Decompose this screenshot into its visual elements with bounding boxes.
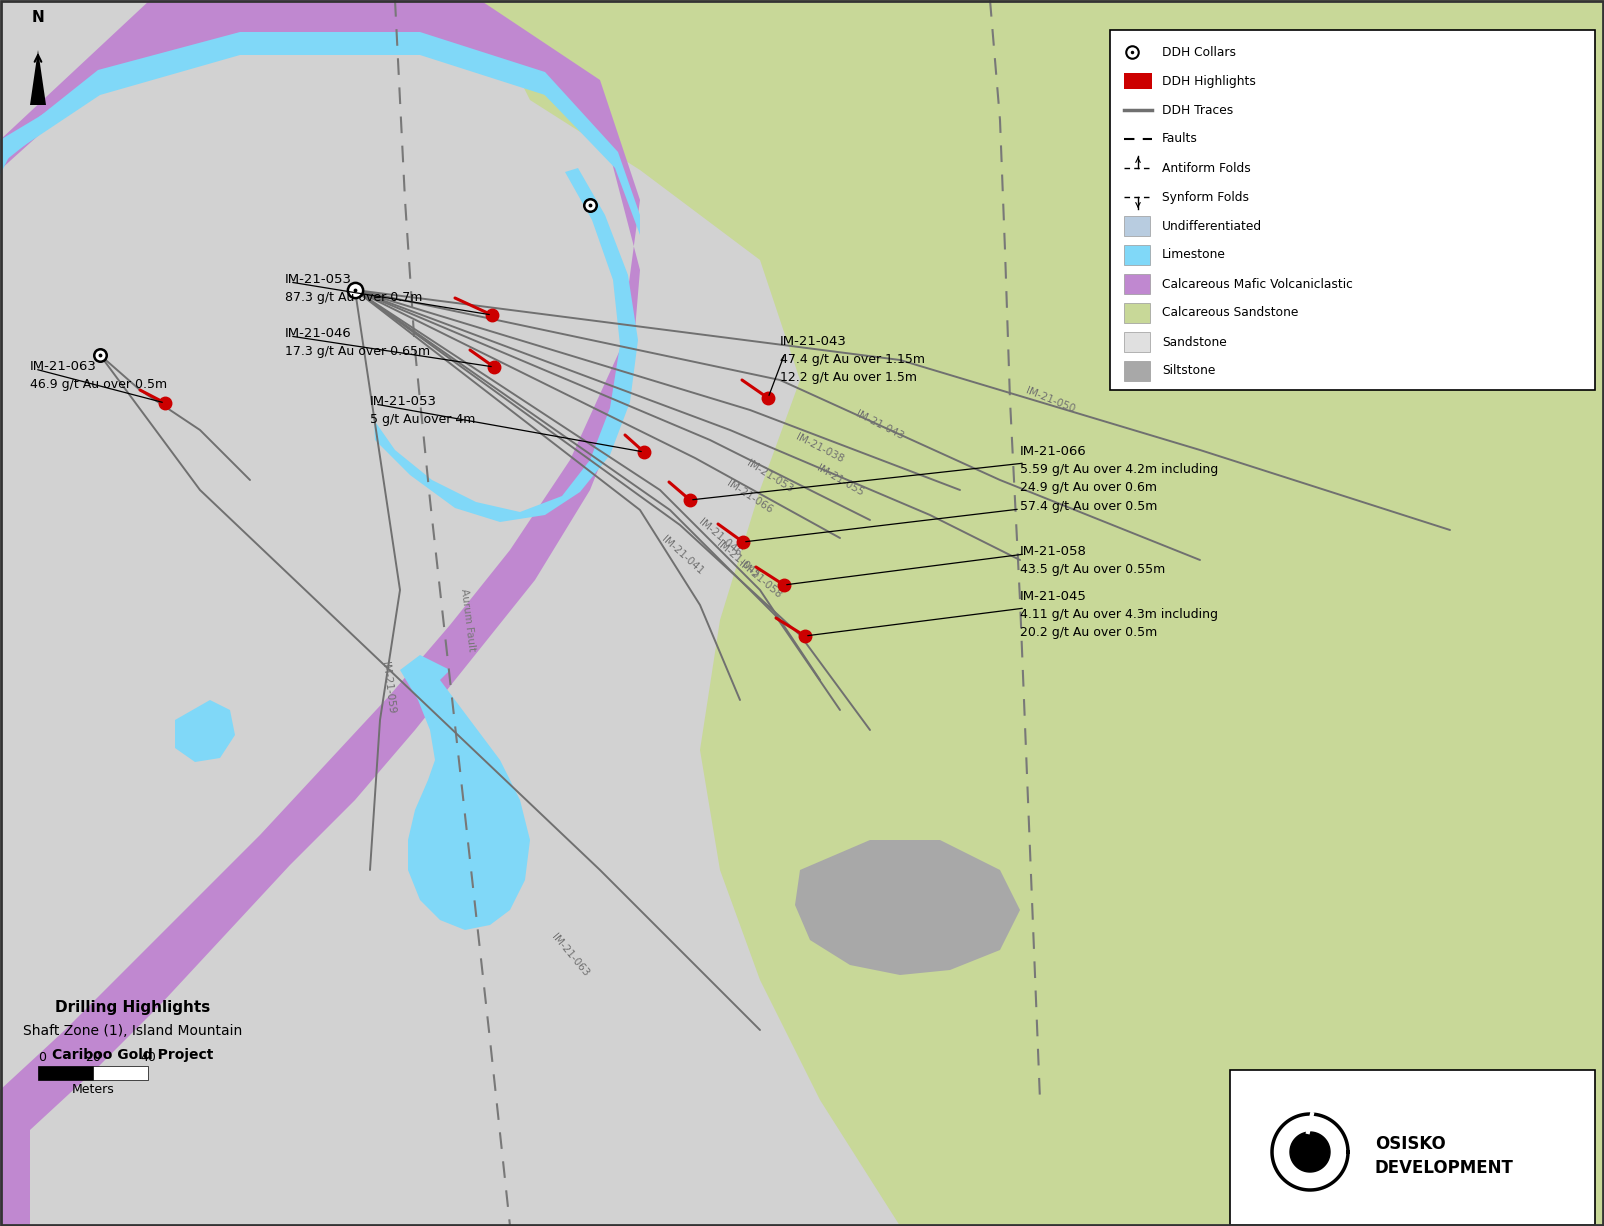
FancyBboxPatch shape — [93, 1065, 148, 1080]
FancyBboxPatch shape — [1110, 29, 1594, 390]
Text: 17.3 g/t Au over 0.65m: 17.3 g/t Au over 0.65m — [286, 345, 430, 358]
Polygon shape — [0, 0, 640, 1226]
Text: IM-21-055: IM-21-055 — [815, 462, 865, 498]
Text: Calcareous Mafic Volcaniclastic: Calcareous Mafic Volcaniclastic — [1161, 277, 1352, 291]
Text: 57.4 g/t Au over 0.5m: 57.4 g/t Au over 0.5m — [1020, 500, 1158, 512]
Text: IM-21-046: IM-21-046 — [696, 517, 743, 559]
Text: Undifferentiated: Undifferentiated — [1161, 219, 1262, 233]
Text: OSISKO: OSISKO — [1375, 1135, 1445, 1152]
Text: 46.9 g/t Au over 0.5m: 46.9 g/t Au over 0.5m — [30, 378, 167, 391]
Polygon shape — [1290, 1132, 1330, 1172]
Text: 20: 20 — [85, 1051, 101, 1064]
Text: IM-21-058: IM-21-058 — [1020, 546, 1088, 558]
Text: 0: 0 — [38, 1051, 47, 1064]
Text: IM-21-058: IM-21-058 — [736, 559, 783, 601]
FancyBboxPatch shape — [1124, 216, 1150, 235]
Text: IM-21-066: IM-21-066 — [1020, 445, 1088, 459]
Text: IM-21-043: IM-21-043 — [855, 408, 906, 441]
Text: N: N — [32, 10, 45, 25]
Polygon shape — [399, 655, 529, 931]
Polygon shape — [374, 168, 638, 522]
Polygon shape — [175, 700, 236, 763]
Text: IM-21-053: IM-21-053 — [286, 273, 351, 286]
Text: IM-21-041: IM-21-041 — [659, 533, 704, 576]
Text: Drilling Highlights: Drilling Highlights — [56, 1000, 210, 1015]
Text: IM-21-045: IM-21-045 — [715, 539, 762, 581]
FancyBboxPatch shape — [1124, 332, 1150, 352]
Text: 47.4 g/t Au over 1.15m: 47.4 g/t Au over 1.15m — [780, 353, 926, 367]
Text: Aurum Fault: Aurum Fault — [459, 588, 476, 652]
Text: 43.5 g/t Au over 0.55m: 43.5 g/t Au over 0.55m — [1020, 563, 1165, 576]
Text: IM-21-053: IM-21-053 — [746, 457, 796, 494]
Text: 5 g/t Au over 4m: 5 g/t Au over 4m — [371, 413, 475, 425]
Text: 40: 40 — [140, 1051, 156, 1064]
Text: IM-21-053: IM-21-053 — [371, 395, 436, 408]
Text: 24.9 g/t Au over 0.6m: 24.9 g/t Au over 0.6m — [1020, 481, 1156, 494]
Text: 20.2 g/t Au over 0.5m: 20.2 g/t Au over 0.5m — [1020, 626, 1156, 639]
FancyBboxPatch shape — [1124, 273, 1150, 294]
FancyBboxPatch shape — [1124, 245, 1150, 265]
Text: Calcareous Sandstone: Calcareous Sandstone — [1161, 306, 1298, 320]
Text: Synform Folds: Synform Folds — [1161, 190, 1250, 204]
FancyBboxPatch shape — [1230, 1070, 1594, 1225]
Text: Limestone: Limestone — [1161, 249, 1225, 261]
Text: IM-21-046: IM-21-046 — [286, 327, 351, 340]
Text: DEVELOPMENT: DEVELOPMENT — [1375, 1159, 1514, 1177]
Text: Siltstone: Siltstone — [1161, 364, 1216, 378]
Text: IM-21-059: IM-21-059 — [380, 661, 396, 715]
Polygon shape — [480, 0, 1604, 1226]
Text: 5.59 g/t Au over 4.2m including: 5.59 g/t Au over 4.2m including — [1020, 463, 1219, 476]
Text: 87.3 g/t Au over 0.7m: 87.3 g/t Au over 0.7m — [286, 291, 422, 304]
Polygon shape — [30, 50, 47, 105]
Text: IM-21-063: IM-21-063 — [549, 932, 590, 978]
Text: Shaft Zone (1), Island Mountain: Shaft Zone (1), Island Mountain — [24, 1024, 242, 1038]
Text: Antiform Folds: Antiform Folds — [1161, 162, 1251, 174]
Text: IM-21-045: IM-21-045 — [1020, 590, 1088, 603]
Polygon shape — [796, 840, 1020, 975]
Text: Faults: Faults — [1161, 132, 1198, 146]
FancyBboxPatch shape — [1124, 74, 1152, 89]
Text: IM-21-038: IM-21-038 — [794, 432, 845, 465]
FancyBboxPatch shape — [1124, 303, 1150, 322]
Text: DDH Collars: DDH Collars — [1161, 45, 1237, 59]
FancyBboxPatch shape — [1124, 360, 1150, 381]
Text: DDH Traces: DDH Traces — [1161, 103, 1233, 116]
Text: IM-21-050: IM-21-050 — [1023, 386, 1076, 414]
Text: Cariboo Gold Project: Cariboo Gold Project — [53, 1048, 213, 1062]
FancyBboxPatch shape — [38, 1065, 93, 1080]
Text: 12.2 g/t Au over 1.5m: 12.2 g/t Au over 1.5m — [780, 371, 917, 384]
Polygon shape — [0, 40, 630, 190]
Text: Meters: Meters — [72, 1083, 114, 1096]
Polygon shape — [0, 32, 640, 235]
Text: IM-21-043: IM-21-043 — [780, 335, 847, 348]
Text: 4.11 g/t Au over 4.3m including: 4.11 g/t Au over 4.3m including — [1020, 608, 1217, 622]
Text: DDH Highlights: DDH Highlights — [1161, 75, 1256, 87]
Text: Sandstone: Sandstone — [1161, 336, 1227, 348]
Text: IM-21-063: IM-21-063 — [30, 360, 96, 373]
Text: IM-21-066: IM-21-066 — [725, 478, 775, 515]
